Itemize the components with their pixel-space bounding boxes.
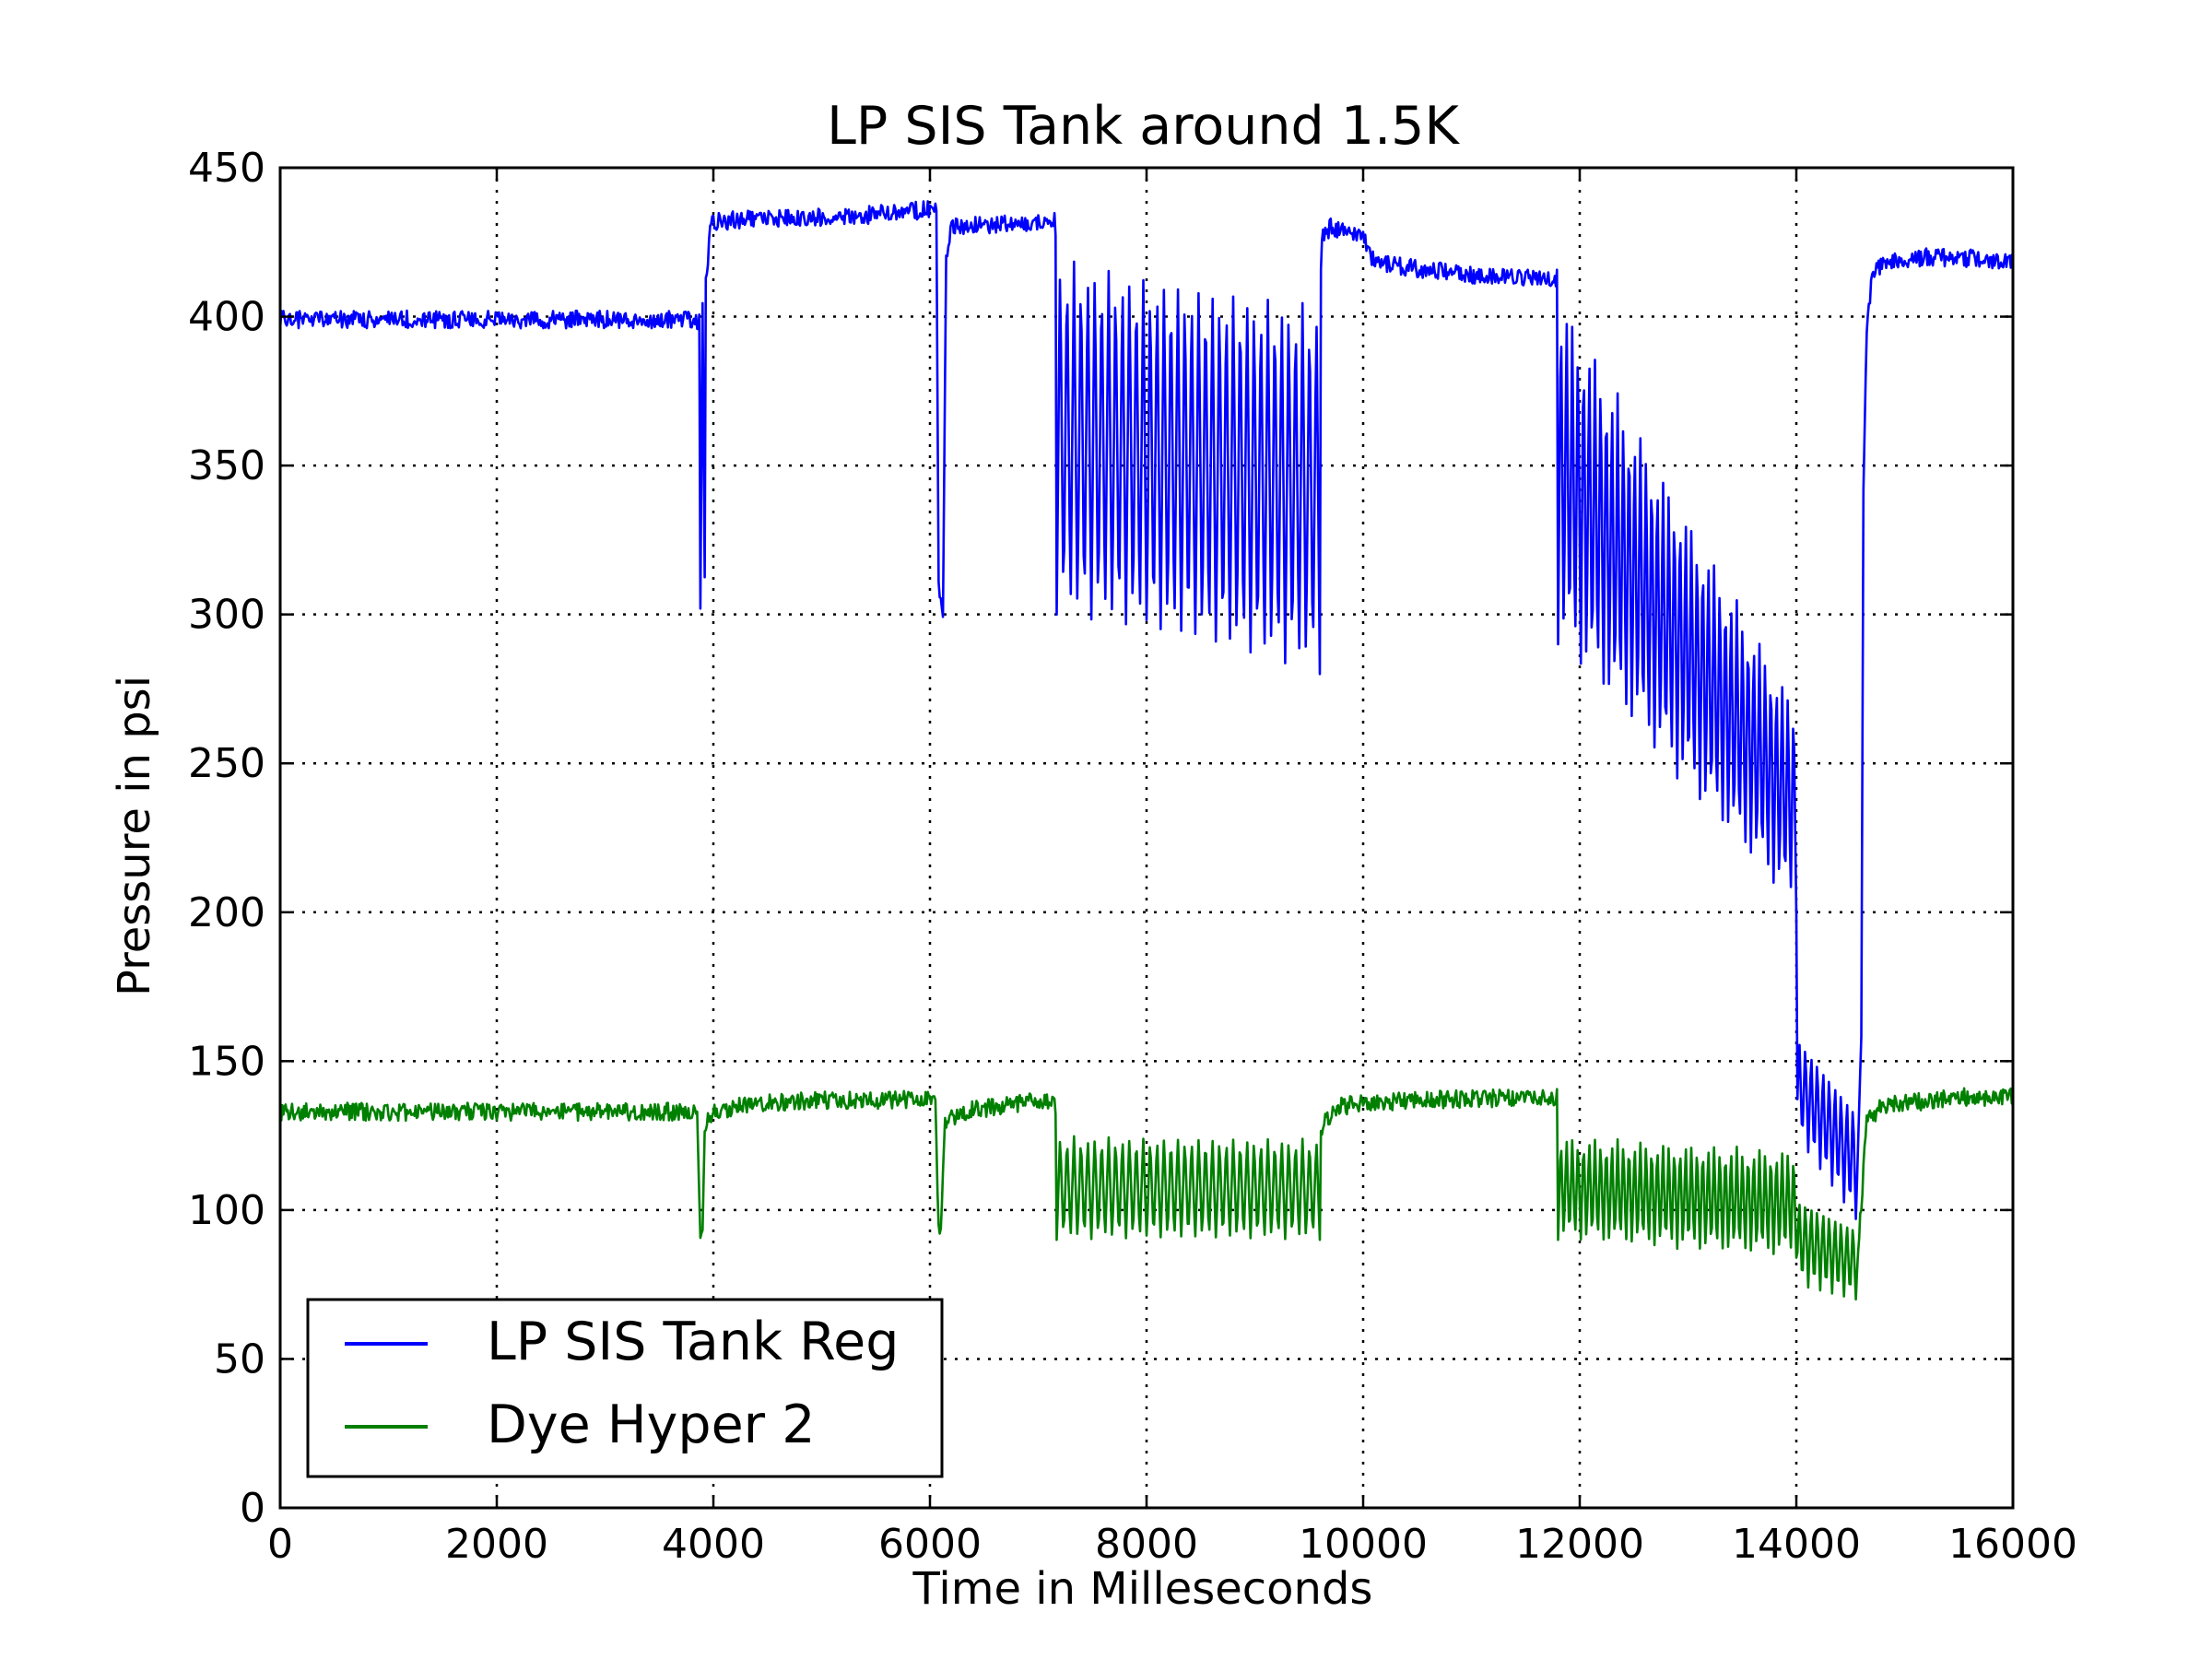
legend-box <box>306 1298 944 1478</box>
x-tick-label: 2000 <box>445 1521 548 1568</box>
legend: LP SIS Tank Reg Dye Hyper 2 <box>306 1298 944 1478</box>
legend-label-lp-sis-tank-reg: LP SIS Tank Reg <box>487 1312 899 1372</box>
y-axis-label: Pressure in psi <box>109 676 160 996</box>
y-tick-label: 200 <box>188 889 265 936</box>
y-tick-label: 450 <box>188 145 265 192</box>
y-tick-label: 50 <box>214 1335 265 1382</box>
axis-ticks: 0 2000 4000 6000 8000 10000 12000 14000 16000 0 50… <box>188 145 2077 1568</box>
x-tick-label: 16000 <box>1948 1521 2077 1568</box>
y-tick-label: 0 <box>240 1485 265 1532</box>
plot-lines <box>278 200 2015 1301</box>
series-line-lp-sis-tank-reg <box>278 200 2015 1220</box>
y-tick-label: 150 <box>188 1038 265 1085</box>
x-tick-label: 0 <box>267 1521 293 1568</box>
x-axis-label: Time in Milleseconds <box>912 1563 1373 1615</box>
x-tick-label: 14000 <box>1732 1521 1861 1568</box>
y-tick-label: 350 <box>188 442 265 489</box>
y-tick-label: 250 <box>188 740 265 787</box>
x-tick-label: 6000 <box>878 1521 982 1568</box>
y-tick-label: 400 <box>188 294 265 341</box>
x-tick-label: 8000 <box>1095 1521 1198 1568</box>
x-tick-label: 12000 <box>1515 1521 1644 1568</box>
legend-label-dye-hyper-2: Dye Hyper 2 <box>487 1394 815 1455</box>
x-tick-label: 10000 <box>1299 1521 1428 1568</box>
y-tick-label: 300 <box>188 592 265 639</box>
series-line-dye-hyper-2 <box>278 1087 2014 1301</box>
chart-title: LP SIS Tank around 1.5K <box>827 96 1460 157</box>
y-tick-label: 100 <box>188 1187 265 1234</box>
x-tick-label: 4000 <box>662 1521 765 1568</box>
